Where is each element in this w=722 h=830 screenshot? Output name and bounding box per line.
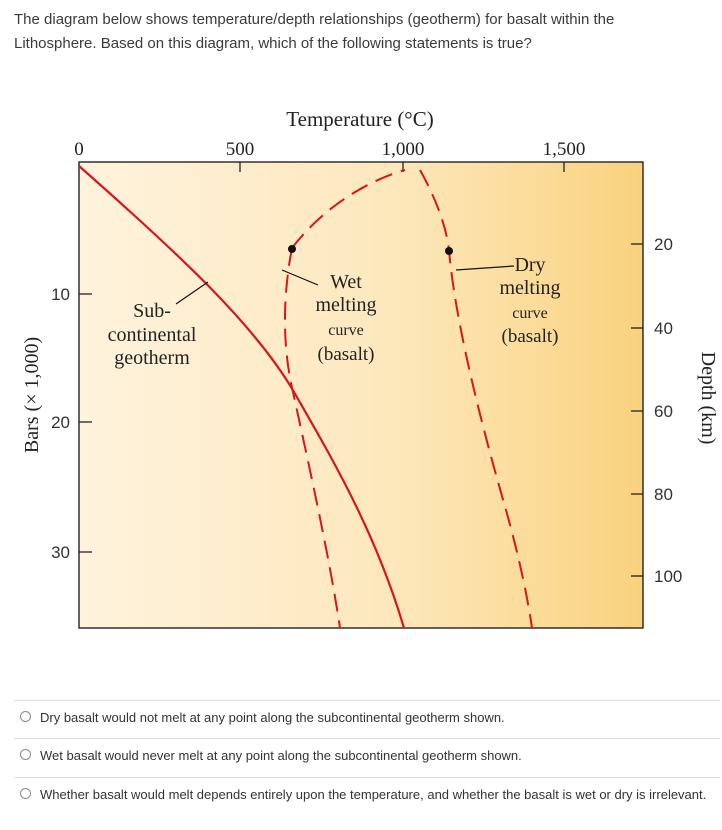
wet-label-line-3: curve	[328, 322, 364, 339]
right-tick-label-80: 80	[654, 485, 673, 504]
top-axis-ticks: 0 500 1,000 1,500	[74, 139, 585, 160]
right-tick-label-40: 40	[654, 319, 673, 338]
right-tick-label-60: 60	[654, 402, 673, 421]
dry-label-line-4: (basalt)	[502, 326, 559, 347]
dry-curve-endpoint-dot	[445, 247, 453, 255]
geotherm-diagram: Temperature (°C) 0 500 1,000 1,500 Bars …	[21, 107, 719, 629]
leader-lines	[175, 265, 515, 305]
left-axis-ticks: 10 20 30	[51, 285, 70, 562]
answer-option-1-text: Dry basalt would not melt at any point a…	[40, 710, 505, 725]
top-axis-title: Temperature (°C)	[286, 107, 433, 131]
wet-leader-line	[281, 269, 319, 286]
wet-melting-curve	[283, 169, 406, 629]
geotherm-leader-line	[175, 281, 209, 305]
answer-option-3-text: Whether basalt would melt depends entire…	[40, 787, 707, 802]
dry-leader-line	[455, 265, 515, 271]
question-text: The diagram below shows temperature/dept…	[14, 8, 704, 56]
left-tick-label-20: 20	[51, 413, 70, 432]
geotherm-label: Sub- continental geotherm	[108, 300, 197, 369]
right-tick-label-100: 100	[654, 567, 682, 586]
question-line-1: The diagram below shows temperature/dept…	[14, 11, 615, 28]
right-tick-marks	[631, 243, 643, 577]
right-axis-title: Depth (km)	[697, 352, 719, 445]
answer-option-3[interactable]: Whether basalt would melt depends entire…	[14, 777, 720, 830]
answer-option-1[interactable]: Dry basalt would not melt at any point a…	[14, 700, 720, 739]
geotherm-label-line-2: continental	[108, 324, 197, 346]
wet-curve-label: Wet melting curve (basalt)	[315, 271, 376, 365]
top-tick-label-500: 500	[226, 139, 255, 160]
wet-label-line-2: melting	[315, 294, 376, 316]
question-line-2: Lithosphere. Based on this diagram, whic…	[14, 35, 532, 52]
wet-curve-endpoint-dot	[288, 245, 296, 253]
wet-label-line-4: (basalt)	[318, 344, 375, 365]
answer-option-2-text: Wet basalt would never melt at any point…	[40, 748, 522, 763]
right-tick-label-20: 20	[654, 235, 673, 254]
left-tick-label-10: 10	[51, 285, 70, 304]
dry-curve-label: Dry melting curve (basalt)	[499, 254, 560, 347]
geotherm-label-line-3: geotherm	[114, 347, 190, 369]
top-tick-label-1000: 1,000	[382, 139, 425, 160]
plot-background	[79, 162, 643, 628]
left-tick-marks	[79, 293, 92, 553]
dry-label-line-3: curve	[512, 305, 548, 322]
radio-option-3[interactable]	[20, 788, 31, 799]
top-tick-label-1500: 1,500	[543, 139, 586, 160]
wet-label-line-1: Wet	[330, 271, 362, 293]
answer-option-2[interactable]: Wet basalt would never melt at any point…	[14, 738, 720, 777]
right-axis-ticks: 20 40 60 80 100	[654, 235, 682, 586]
radio-option-1[interactable]	[20, 711, 31, 722]
left-tick-label-30: 30	[51, 543, 70, 562]
geotherm-label-line-1: Sub-	[133, 300, 171, 322]
left-axis-title: Bars (× 1,000)	[21, 337, 43, 453]
dry-melting-curve	[419, 169, 533, 629]
top-tick-label-0: 0	[74, 139, 84, 160]
radio-option-2[interactable]	[20, 749, 31, 760]
dry-label-line-1: Dry	[514, 254, 545, 276]
plot-frame	[78, 161, 644, 629]
dry-label-line-2: melting	[499, 277, 560, 299]
